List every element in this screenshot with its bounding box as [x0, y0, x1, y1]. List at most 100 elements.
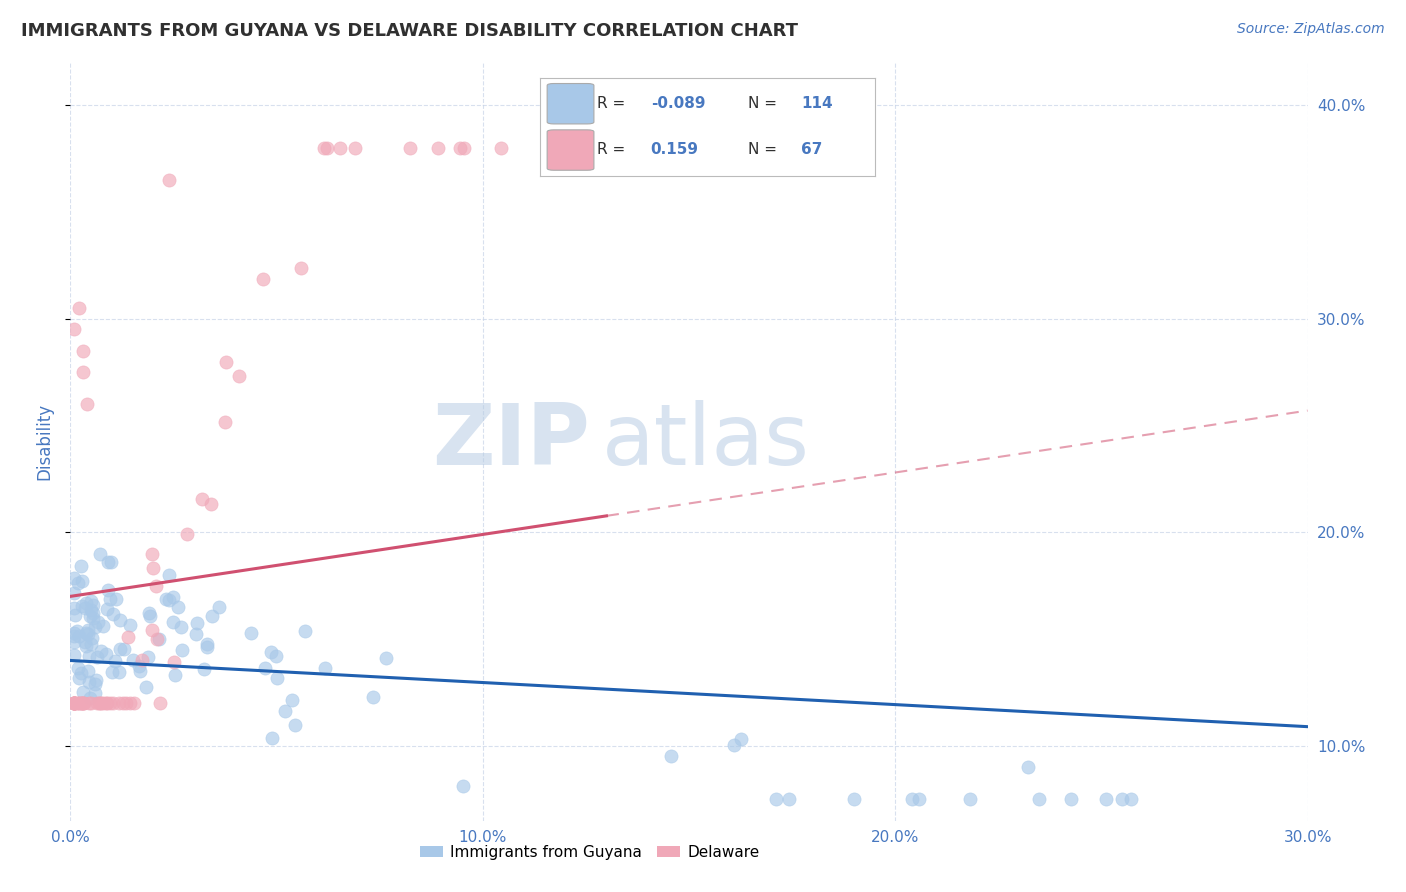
Point	[70, 665, 93, 680]
Point	[87, 615, 110, 629]
Point	[67, 301, 90, 315]
Point	[97, 582, 120, 597]
Point	[84, 673, 107, 688]
Point	[67, 629, 90, 643]
Point	[148, 632, 170, 646]
Point	[80, 594, 103, 608]
Point	[176, 526, 198, 541]
Point	[141, 547, 163, 561]
Point	[228, 369, 250, 384]
Point	[67, 671, 90, 685]
Point	[765, 792, 787, 806]
Legend: Immigrants from Guyana, Delaware: Immigrants from Guyana, Delaware	[413, 838, 766, 866]
Point	[172, 643, 194, 657]
Point	[103, 696, 125, 710]
Point	[66, 696, 89, 710]
Point	[453, 141, 475, 155]
Text: Source: ZipAtlas.com: Source: ZipAtlas.com	[1237, 22, 1385, 37]
Point	[115, 696, 138, 710]
Point	[80, 696, 103, 710]
Point	[908, 792, 931, 806]
Point	[162, 590, 184, 604]
Point	[72, 599, 94, 613]
Point	[1095, 792, 1118, 806]
Point	[107, 665, 129, 679]
Point	[67, 696, 90, 710]
Point	[73, 696, 96, 710]
Point	[121, 653, 143, 667]
Point	[63, 607, 86, 622]
Point	[138, 650, 160, 665]
Point	[73, 600, 96, 615]
Point	[66, 576, 89, 591]
Point	[77, 664, 100, 678]
Point	[90, 644, 112, 658]
Point	[170, 620, 193, 634]
Point	[63, 634, 86, 648]
Point	[90, 696, 112, 710]
Point	[75, 596, 97, 610]
Point	[200, 497, 222, 511]
Point	[361, 690, 384, 705]
Point	[138, 606, 160, 620]
Point	[375, 650, 398, 665]
Point	[274, 704, 297, 718]
Point	[314, 141, 336, 155]
Point	[63, 696, 86, 710]
Point	[67, 696, 90, 710]
Point	[453, 779, 475, 793]
Point	[165, 668, 187, 682]
Point	[155, 591, 177, 606]
Point	[193, 662, 215, 676]
Point	[1017, 760, 1039, 774]
Point	[239, 626, 262, 640]
Point	[112, 642, 135, 657]
Point	[72, 696, 94, 710]
Point	[138, 608, 160, 623]
Point	[142, 561, 165, 575]
Point	[107, 696, 129, 710]
Point	[283, 717, 305, 731]
Point	[186, 616, 208, 631]
Text: ZIP: ZIP	[432, 400, 591, 483]
Point	[87, 696, 110, 710]
Point	[163, 655, 186, 669]
Point	[79, 609, 101, 624]
Y-axis label: Disability: Disability	[35, 403, 53, 480]
Point	[100, 556, 122, 570]
Point	[253, 661, 276, 675]
Point	[260, 731, 283, 745]
Point	[290, 260, 312, 275]
Point	[67, 661, 90, 675]
Point	[83, 686, 105, 700]
Point	[86, 696, 108, 710]
Point	[75, 639, 97, 653]
Point	[69, 559, 91, 574]
Point	[131, 652, 153, 666]
Point	[723, 739, 745, 753]
Point	[120, 618, 142, 632]
Point	[77, 696, 100, 710]
Point	[120, 696, 142, 710]
Point	[79, 691, 101, 706]
Point	[314, 660, 336, 674]
Point	[101, 607, 124, 622]
Point	[1111, 792, 1133, 806]
Point	[449, 141, 471, 155]
Point	[110, 641, 132, 656]
Point	[77, 626, 100, 640]
Point	[427, 141, 450, 155]
Point	[117, 630, 139, 644]
Point	[83, 620, 105, 634]
Point	[79, 649, 101, 664]
Point	[96, 696, 118, 710]
Point	[82, 611, 104, 625]
Point	[96, 696, 118, 710]
Point	[146, 632, 169, 646]
Point	[315, 141, 337, 155]
Point	[63, 586, 86, 600]
Point	[63, 648, 86, 663]
Point	[63, 696, 86, 710]
Point	[141, 623, 163, 637]
Point	[128, 659, 150, 673]
